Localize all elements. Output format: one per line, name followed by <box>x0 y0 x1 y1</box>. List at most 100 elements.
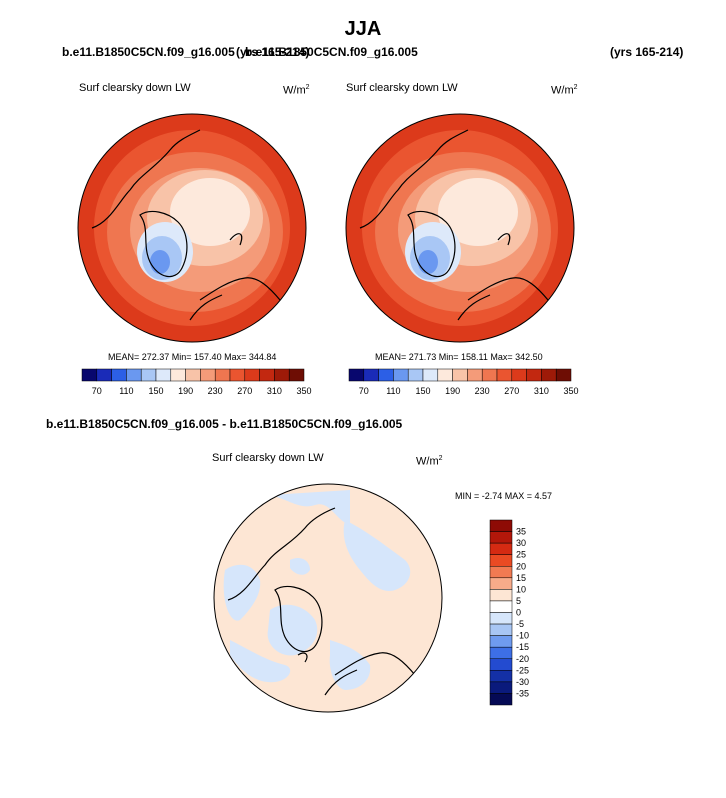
colorbar-right-swatch <box>481 368 498 382</box>
coastlines-left <box>91 129 281 321</box>
colorbar-left-swatch <box>155 368 172 382</box>
colorbar-left-tick-label: 310 <box>267 386 282 396</box>
variable-label-right: Surf clearsky down LW <box>346 82 458 94</box>
units-label-left: W/m2 <box>283 84 310 97</box>
colorbar-diff-swatch <box>489 658 513 671</box>
colorbar-diff-swatch <box>489 635 513 648</box>
colorbar-right-swatch <box>378 368 394 382</box>
colorbar-diff-tick-label: -35 <box>516 688 529 698</box>
colorbar-diff-tick-label: 5 <box>516 596 521 606</box>
colorbar-left-swatch <box>229 368 246 382</box>
variable-label-diff: Surf clearsky down LW <box>212 452 324 464</box>
case-name-right: b.e11.B1850C5CN.f09_g16.005 <box>245 45 418 59</box>
colorbar-right-swatch <box>511 368 527 382</box>
colorbar-right-tick-label: 150 <box>415 386 430 396</box>
colorbar-diff-tick-label: 0 <box>516 608 521 618</box>
units-label-right: W/m2 <box>551 84 578 97</box>
colorbar-left-tick-label: 190 <box>178 386 193 396</box>
colorbar-diff-swatch <box>489 612 513 625</box>
stats-diff: MIN = -2.74 MAX = 4.57 <box>455 491 553 501</box>
colorbar-diff-tick-label: -20 <box>516 654 529 664</box>
colorbar-right-swatch <box>393 368 409 382</box>
diff-title: b.e11.B1850C5CN.f09_g16.005 - b.e11.B185… <box>46 417 403 431</box>
colorbar-right-swatch <box>437 368 453 382</box>
stats-right: MEAN= 271.73 Min= 158.11 Max= 342.50 <box>375 352 543 362</box>
colorbar-left-swatch <box>244 368 260 382</box>
colorbar-right-swatch <box>526 368 542 382</box>
colorbar-right-swatch <box>467 368 483 382</box>
colorbar-diff-tick-label: 15 <box>516 573 526 583</box>
units-base-left: W/m <box>283 84 306 97</box>
colorbar-left-swatch <box>81 368 98 382</box>
colorbar-right-tick-label: 110 <box>386 386 400 396</box>
colorbar-left-tick-label: 150 <box>148 386 163 396</box>
units-base-diff: W/m <box>416 455 439 468</box>
colorbar-left-swatch <box>274 368 290 382</box>
colorbar-right: 70 110 150 190 230 270 310 350 <box>348 368 579 396</box>
colorbar-left-tick-label: 110 <box>119 386 133 396</box>
colorbar-right-tick-label: 270 <box>504 386 519 396</box>
colorbar-right-tick-label: 70 <box>359 386 369 396</box>
years-left: (yrs 165-214) <box>236 45 310 59</box>
colorbar-right-swatch <box>422 368 439 382</box>
years-right: (yrs 165-214) <box>610 45 684 59</box>
colorbar-diff-swatch <box>489 646 513 659</box>
colorbar-left-tick-label: 350 <box>296 386 311 396</box>
colorbar-diff-swatch <box>489 519 513 532</box>
colorbar-right-swatch <box>348 368 365 382</box>
coastlines-right <box>359 129 549 321</box>
map-field-right <box>346 114 574 342</box>
map-field-diff <box>214 484 442 712</box>
colorbar-right-swatch <box>452 368 468 382</box>
colorbar-left-swatch <box>96 368 112 382</box>
case-name-left: b.e11.B1850C5CN.f09_g16.005 <box>62 45 235 59</box>
colorbar-diff-tick-label: 25 <box>516 550 526 560</box>
colorbar-diff-swatch <box>489 670 513 683</box>
colorbar-diff-tick-label: -25 <box>516 665 529 675</box>
colorbar-right-swatch <box>541 368 557 382</box>
colorbar-diff-swatch <box>489 554 513 567</box>
colorbar-left-swatch <box>259 368 275 382</box>
units-exp-diff: 2 <box>438 455 443 462</box>
colorbar-right-tick-label: 350 <box>563 386 578 396</box>
colorbar-diff-swatch <box>489 623 513 636</box>
colorbar-diff-swatch <box>489 589 513 602</box>
colorbar-left-tick-label: 230 <box>208 386 223 396</box>
colorbar-right-tick-label: 310 <box>534 386 549 396</box>
colorbar-diff-tick-label: -30 <box>516 677 529 687</box>
colorbar-right-swatch <box>363 368 379 382</box>
colorbar-diff-tick-label: -10 <box>516 631 529 641</box>
colorbar-right-tick-label: 190 <box>445 386 460 396</box>
colorbar-diff-tick-label: 10 <box>516 584 526 594</box>
colorbar-left-swatch <box>200 368 216 382</box>
colorbar-right-swatch <box>555 368 572 382</box>
colorbar-right-swatch <box>407 368 424 382</box>
colorbar-diff-swatch <box>489 531 513 544</box>
colorbar-diff-tick-label: -15 <box>516 642 529 652</box>
colorbar-left: 70 110 150 190 230 270 310 350 <box>81 368 312 396</box>
colorbar-diff-swatch <box>489 681 513 694</box>
colorbar-left-tick-label: 270 <box>237 386 252 396</box>
colorbar-left-swatch <box>170 368 186 382</box>
units-base-right: W/m <box>551 84 574 97</box>
colorbar-diff-swatch <box>489 693 513 706</box>
colorbar-left-swatch <box>288 368 305 382</box>
colorbar-left-swatch <box>140 368 157 382</box>
variable-label-left: Surf clearsky down LW <box>79 82 191 94</box>
colorbar-left-swatch <box>185 368 201 382</box>
stats-left: MEAN= 272.37 Min= 157.40 Max= 344.84 <box>108 352 277 362</box>
colorbar-diff-swatch <box>489 542 513 555</box>
colorbar-diff-tick-label: 35 <box>516 527 526 537</box>
units-exp-left: 2 <box>305 84 310 91</box>
colorbar-diff-swatch <box>489 577 513 590</box>
colorbar-right-swatch <box>496 368 513 382</box>
colorbar-diff-tick-label: 20 <box>516 561 526 571</box>
colorbar-left-swatch <box>126 368 142 382</box>
colorbar-left-tick-label: 70 <box>92 386 102 396</box>
page-title: JJA <box>344 18 382 40</box>
map-field-left <box>78 114 306 342</box>
coastlines-diff <box>227 507 416 696</box>
colorbar-right-tick-label: 230 <box>475 386 490 396</box>
